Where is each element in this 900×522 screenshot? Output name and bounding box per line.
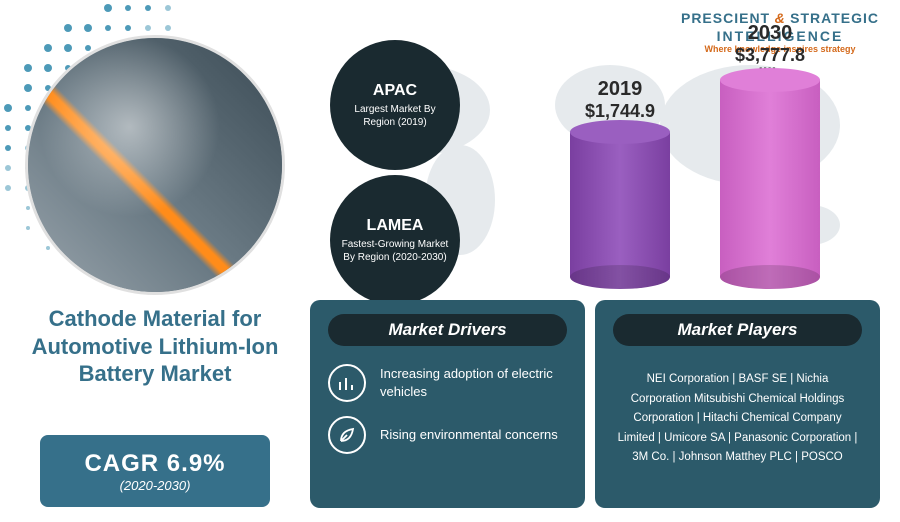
lamea-title: LAMEA — [367, 217, 424, 235]
players-list: NEI Corporation | BASF SE | Nichia Corpo… — [613, 364, 862, 474]
market-players-panel: Market Players NEI Corporation | BASF SE… — [595, 300, 880, 508]
driver-row: Rising environmental concerns — [328, 416, 567, 454]
page-title-block: Cathode Material for Automotive Lithium-… — [30, 305, 280, 388]
hero-image — [25, 35, 285, 295]
leaf-icon — [328, 416, 366, 454]
bar-top-2030 — [720, 68, 820, 92]
market-drivers-panel: Market Drivers Increasing adoption of el… — [310, 300, 585, 508]
driver-text-2: Rising environmental concerns — [380, 426, 558, 444]
driver-row: Increasing adoption of electric vehicles — [328, 364, 567, 402]
driver-text-1: Increasing adoption of electric vehicles — [380, 365, 567, 400]
bar-value-2030: $3,777.8 — [735, 45, 805, 65]
bar-top-2019 — [570, 120, 670, 144]
lamea-subtitle: Fastest-Growing Market By Region (2020-2… — [340, 238, 450, 264]
page-title: Cathode Material for Automotive Lithium-… — [30, 305, 280, 388]
region-circle-lamea: LAMEA Fastest-Growing Market By Region (… — [330, 175, 460, 305]
players-heading: Market Players — [613, 314, 862, 346]
drivers-heading: Market Drivers — [328, 314, 567, 346]
region-circle-apac: APAC Largest Market By Region (2019) — [330, 40, 460, 170]
bar-chart-icon — [328, 364, 366, 402]
bar-value-2019: $1,744.9 — [585, 101, 655, 121]
apac-subtitle: Largest Market By Region (2019) — [340, 103, 450, 129]
bar-year-2019: 2019 — [550, 78, 690, 101]
apac-title: APAC — [373, 82, 417, 100]
bar-shaft-2030 — [720, 80, 820, 277]
bar-shaft-2019 — [570, 132, 670, 277]
cagr-period: (2020-2030) — [120, 478, 191, 493]
bar-year-2030: 2030 — [700, 22, 840, 45]
cagr-value: CAGR 6.9% — [84, 450, 225, 478]
cagr-badge: CAGR 6.9% (2020-2030) — [40, 435, 270, 507]
